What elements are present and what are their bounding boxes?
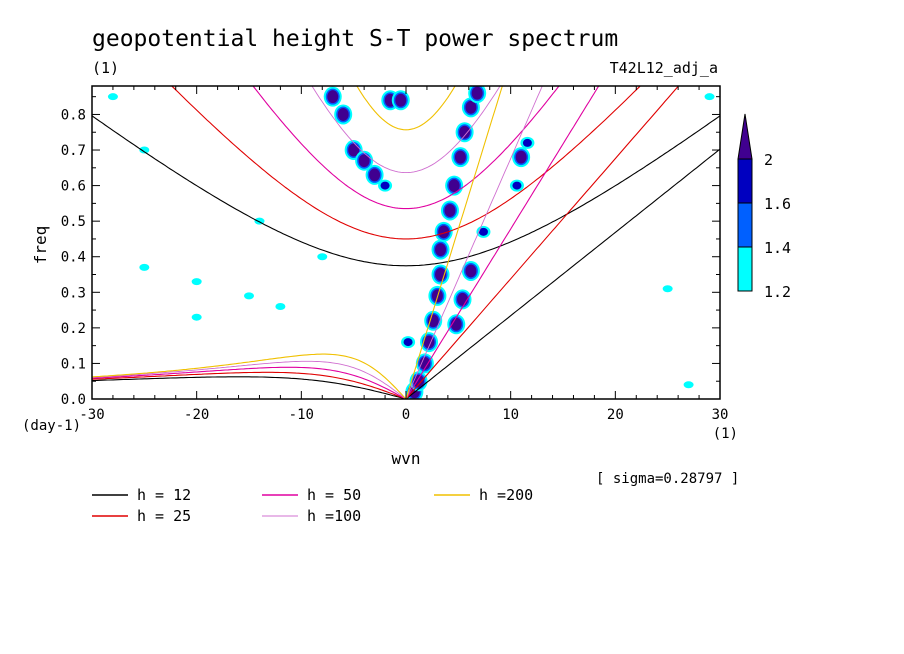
power-blob-core [403,338,413,347]
power-blob [683,381,694,389]
power-blob-core [337,107,349,121]
power-blob-core [358,154,370,168]
power-blob-core [465,100,477,114]
power-blob-core [427,314,439,328]
power-blob-core [369,168,381,182]
rossby-curve [92,366,407,399]
kelvin-curve [405,148,720,399]
power-blob-core [465,264,477,278]
power-blob-core [522,138,532,147]
power-blob-core [471,86,483,100]
sigma-note: [ sigma=0.28797 ] [596,471,739,487]
power-blob-core [478,227,488,236]
power-contours [107,86,715,399]
power-blob-core [515,150,527,164]
power-blob-core [512,181,522,190]
y-tick-label: 0.2 [61,321,86,337]
y-axis-label: freq [31,226,50,265]
power-blob-core [380,181,390,190]
power-blob [139,263,150,271]
x-tick-label: 10 [502,407,519,423]
colorbar-label: 1.2 [764,283,791,301]
power-blob-core [327,90,339,104]
power-blob-core [448,179,460,193]
power-blob [275,303,286,311]
kelvin-curve [405,86,543,399]
colorbar: 1.2 1.4 1.6 2 [737,113,791,301]
dispersion-curves [92,86,720,399]
power-blob [107,93,118,101]
legend-label: h =100 [307,507,361,525]
legend-label: h = 25 [137,507,191,525]
y-tick-label: 0.7 [61,143,86,159]
colorbar-label: 2 [764,151,773,169]
power-blob [139,146,150,154]
x-axis-label: wvn [392,449,421,468]
colorbar-label: 1.6 [764,195,791,213]
x-tick-label: -20 [184,407,209,423]
rossby-curve [92,353,407,399]
gravity-curve [311,86,501,174]
axis-ticks: -30 -20 -10 0 10 20 30 0.0 0.1 0.2 0.3 0.4 0.5 0.6 0.7… [61,86,729,423]
y-tick-label: 0.5 [61,214,86,230]
legend-label: h = 50 [307,486,361,504]
plot-border [91,85,721,400]
power-blob [191,278,202,286]
colorbar-triangle [737,113,753,160]
power-blob-core [435,243,447,257]
legend: h = 12 h = 25 h = 50 h =100 h =200 [92,486,533,525]
power-blob [191,313,202,321]
y-tick-label: 0.0 [61,392,86,408]
legend-label: h =200 [479,486,533,504]
power-blob-core [459,125,471,139]
y-tick-label: 0.6 [61,179,86,195]
power-blob [662,285,673,293]
power-blob [244,292,254,300]
y-tick-label: 0.4 [61,250,86,266]
y-tick-label: 0.8 [61,107,86,123]
kelvin-curve [405,86,600,399]
colorbar-segment [737,246,753,292]
gravity-curve [356,86,456,131]
colorbar-segment [737,202,753,248]
plot-frame [91,85,721,400]
power-blob [704,93,715,101]
kelvin-curve [405,86,680,399]
y-tick-label: 0.3 [61,285,86,301]
legend-label: h = 12 [137,486,191,504]
subtitle-right: T42L12_adj_a [610,59,718,77]
power-blob-core [444,203,456,217]
y-unit-label: (day-1) [22,418,81,434]
power-blob [317,253,328,261]
x-tick-label: -30 [79,407,104,423]
y-tick-label: 0.1 [61,356,86,372]
x-tick-label: 30 [712,407,729,423]
x-tick-label: 20 [607,407,624,423]
power-blob-core [348,143,360,157]
power-blob-core [454,150,466,164]
colorbar-label: 1.4 [764,239,791,257]
power-blob-core [419,356,431,370]
gravity-curve [171,86,641,240]
power-blob-core [413,374,425,388]
rossby-curve [92,371,407,399]
power-blob-core [438,225,450,239]
power-blob-core [395,93,407,107]
x-tick-label: 0 [402,407,410,423]
x-unit-label: (1) [713,426,738,442]
gravity-curve [92,115,720,267]
gravity-curve [252,86,560,210]
x-tick-label: -10 [289,407,314,423]
colorbar-segment [737,158,753,204]
kelvin-curve [405,86,503,399]
subtitle-left: (1) [92,59,119,77]
power-blob-core [457,292,469,306]
rossby-curve [92,360,407,399]
rossby-curve [92,376,407,399]
chart-title: geopotential height S-T power spectrum [92,26,618,52]
